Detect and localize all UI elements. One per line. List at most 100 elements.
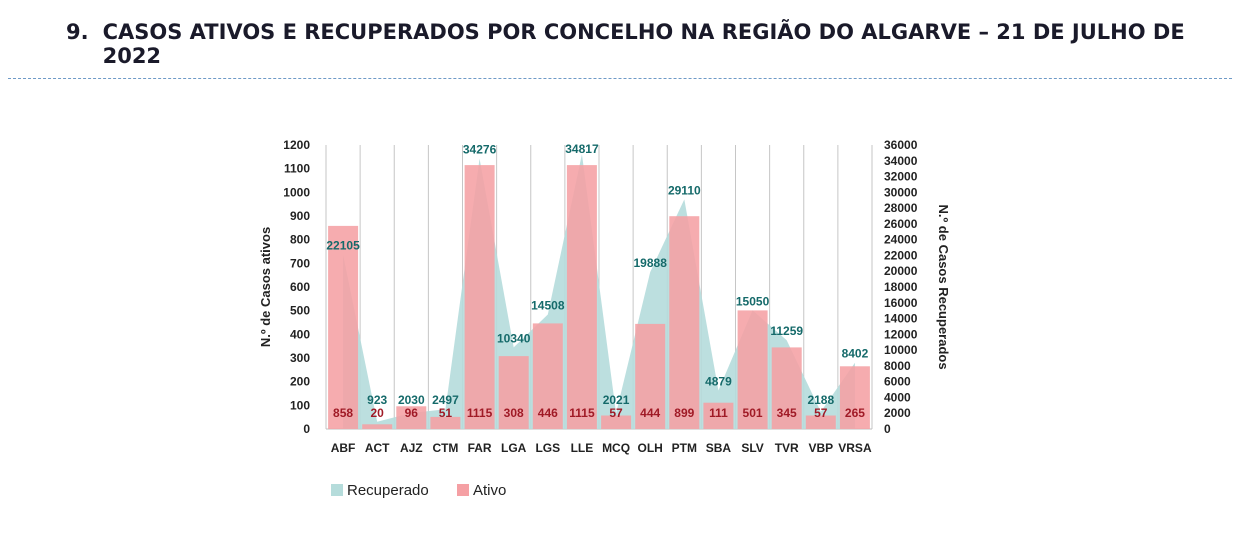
legend-label-ativo: Ativo [473, 482, 506, 499]
label-recuperado: 14508 [531, 299, 565, 313]
y2-tick-label: 28000 [884, 201, 918, 215]
y-tick-label: 300 [290, 351, 310, 365]
x-tick-label: SBA [706, 441, 732, 455]
x-tick-label: VBP [808, 441, 833, 455]
x-tick-label: CTM [432, 441, 458, 455]
label-ativo: 111 [709, 406, 728, 420]
label-ativo: 57 [609, 406, 623, 420]
y2-tick-label: 2000 [884, 406, 911, 420]
label-recuperado: 8402 [842, 347, 869, 361]
label-ativo: 20 [371, 406, 385, 420]
legend-swatch-recuperado [331, 484, 343, 496]
label-recuperado: 2497 [432, 393, 459, 407]
bar-ativo-vbp [805, 415, 836, 429]
bar-ativo-lgs [532, 323, 563, 429]
label-ativo: 858 [333, 406, 353, 420]
bar-ativo-lle [566, 165, 597, 429]
bar-ativo-tvr [771, 347, 802, 429]
bar-ativo-slv [737, 310, 768, 429]
bar-ativo-olh [635, 323, 666, 429]
x-tick-label: VRSA [838, 441, 872, 455]
x-tick-label: AJZ [400, 441, 423, 455]
y2-tick-label: 6000 [884, 375, 911, 389]
y2-tick-label: 16000 [884, 296, 918, 310]
x-tick-label: TVR [775, 441, 799, 455]
x-tick-label: MCQ [602, 441, 630, 455]
label-recuperado: 923 [367, 393, 387, 407]
label-ativo: 308 [504, 406, 524, 420]
y2-tick-label: 32000 [884, 170, 918, 184]
x-tick-label: PTM [672, 441, 697, 455]
section-number: 9. [66, 20, 89, 44]
label-recuperado: 4879 [705, 375, 732, 389]
label-ativo: 444 [640, 406, 660, 420]
x-tick-label: LLE [571, 441, 594, 455]
y-tick-label: 900 [290, 209, 310, 223]
label-ativo: 1115 [467, 406, 493, 420]
label-recuperado: 22105 [326, 239, 360, 253]
bar-ativo-mcq [601, 415, 632, 429]
y-tick-label: 500 [290, 304, 310, 318]
bar-ativo-ajz [396, 406, 427, 429]
label-ativo: 1115 [569, 406, 595, 420]
y-tick-label: 600 [290, 280, 310, 294]
x-tick-label: SLV [741, 441, 763, 455]
label-ativo: 345 [777, 406, 797, 420]
heading-divider [8, 78, 1232, 79]
y2-tick-label: 20000 [884, 264, 918, 278]
x-tick-label: ABF [331, 441, 356, 455]
y2-tick-label: 24000 [884, 233, 918, 247]
bar-ativo-vrsa [839, 366, 870, 429]
label-ativo: 57 [814, 406, 828, 420]
y-tick-label: 1000 [283, 185, 310, 199]
y-axis-title: N.º de Casos ativos [258, 227, 273, 347]
y2-tick-label: 30000 [884, 185, 918, 199]
y2-tick-label: 12000 [884, 327, 918, 341]
bar-ativo-ptm [669, 216, 700, 429]
x-tick-label: OLH [638, 441, 663, 455]
y2-tick-label: 26000 [884, 217, 918, 231]
section-title: CASOS ATIVOS E RECUPERADOS POR CONCELHO … [102, 20, 1185, 68]
label-recuperado: 34817 [565, 142, 599, 156]
x-tick-label: FAR [468, 441, 492, 455]
bar-ativo-act [362, 424, 393, 429]
y2-tick-label: 14000 [884, 312, 918, 326]
y-tick-label: 800 [290, 233, 310, 247]
label-ativo: 265 [845, 406, 865, 420]
bar-ativo-abf [328, 225, 359, 429]
label-recuperado: 15050 [736, 294, 770, 308]
y-tick-label: 1100 [284, 162, 310, 176]
y2-tick-label: 18000 [884, 280, 918, 294]
bar-ativo-sba [703, 402, 734, 429]
y2-axis-title: N.º de Casos Recuperados [936, 204, 951, 369]
bar-ativo-far [464, 165, 495, 429]
label-recuperado: 19888 [634, 256, 668, 270]
y2-tick-label: 10000 [884, 343, 918, 357]
bar-ativo-lga [498, 356, 529, 429]
x-tick-label: LGA [501, 441, 527, 455]
y2-tick-label: 36000 [884, 138, 918, 152]
label-ativo: 446 [538, 406, 558, 420]
y-tick-label: 100 [290, 398, 310, 412]
y2-tick-label: 8000 [884, 359, 911, 373]
label-ativo: 51 [439, 406, 453, 420]
y-tick-label: 200 [290, 375, 310, 389]
y2-tick-label: 22000 [884, 248, 918, 262]
label-recuperado: 2030 [398, 393, 425, 407]
label-ativo: 501 [743, 406, 763, 420]
legend-label-recuperado: Recuperado [347, 482, 429, 499]
bar-ativo-ctm [430, 416, 461, 429]
label-ativo: 899 [674, 406, 694, 420]
label-recuperado: 2021 [603, 393, 630, 407]
y2-tick-label: 4000 [884, 390, 911, 404]
x-tick-label: LGS [535, 441, 560, 455]
label-ativo: 96 [405, 406, 419, 420]
label-recuperado: 11259 [770, 324, 803, 338]
x-tick-label: ACT [365, 441, 390, 455]
label-recuperado: 29110 [668, 183, 701, 197]
label-recuperado: 2188 [807, 393, 834, 407]
y-tick-label: 700 [290, 256, 310, 270]
label-recuperado: 10340 [497, 331, 531, 345]
y2-tick-label: 0 [884, 422, 891, 436]
